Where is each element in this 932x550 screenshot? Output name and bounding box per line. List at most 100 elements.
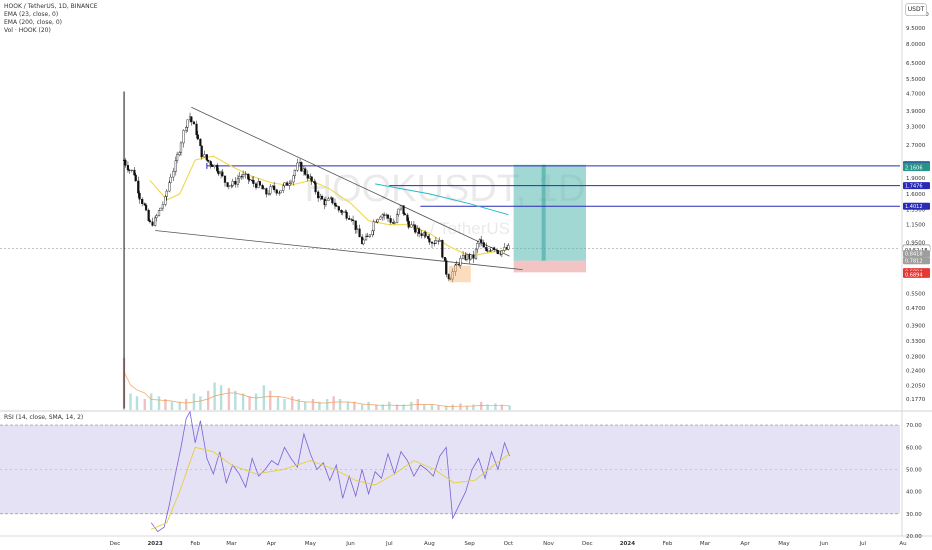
price-tick-label: 0.5500 bbox=[906, 291, 926, 297]
price-tick-label: 1.6000 bbox=[906, 192, 926, 198]
candle-body bbox=[254, 183, 258, 188]
volume-bar bbox=[375, 404, 378, 410]
time-tick-label: Dec bbox=[110, 541, 121, 547]
candle-body bbox=[147, 209, 150, 221]
volume-bar bbox=[338, 399, 342, 410]
rsi-tick-label: 50.00 bbox=[906, 467, 922, 473]
candle-body bbox=[230, 185, 233, 187]
candle-body bbox=[327, 198, 330, 201]
candle-body bbox=[317, 191, 320, 199]
volume-bar bbox=[459, 403, 462, 410]
candle-body bbox=[420, 233, 423, 236]
candle-body bbox=[445, 260, 448, 275]
volume-bar bbox=[178, 401, 181, 410]
candle-body bbox=[414, 225, 417, 233]
price-tick-label: 0.1770 bbox=[906, 397, 926, 403]
time-tick-label: Jun bbox=[819, 541, 829, 547]
candle-body bbox=[174, 160, 177, 172]
position-tool[interactable] bbox=[513, 164, 586, 273]
volume-bar bbox=[479, 401, 483, 410]
candle-body bbox=[438, 240, 441, 242]
time-tick-label: May bbox=[778, 541, 790, 547]
candle-body bbox=[216, 164, 219, 172]
candle-body bbox=[199, 138, 202, 147]
candle-body bbox=[407, 220, 410, 228]
volume-bar bbox=[276, 396, 280, 410]
volume-bar bbox=[410, 401, 413, 410]
candle-body bbox=[383, 214, 386, 216]
candle-body bbox=[480, 239, 483, 243]
candle-body bbox=[489, 250, 492, 252]
price-tick-label: 0.2050 bbox=[906, 383, 926, 389]
price-tag-label: 2.1606 bbox=[905, 166, 923, 172]
candle-body bbox=[241, 174, 245, 177]
candle-body bbox=[358, 228, 361, 238]
rsi-legend[interactable]: RSI (14, close, SMA, 14, 2) bbox=[4, 414, 84, 421]
candle-body bbox=[273, 185, 276, 191]
candle-body bbox=[485, 247, 488, 251]
candle-body bbox=[144, 204, 148, 211]
candle-body bbox=[368, 234, 372, 237]
candle-body bbox=[386, 214, 390, 219]
symbol-title[interactable]: HOOK / TetherUS, 1D, BINANCE bbox=[4, 3, 98, 10]
legend-ema-slow[interactable]: EMA (200, close, 0) bbox=[4, 19, 63, 26]
price-tick-label: 0.4700 bbox=[906, 306, 926, 312]
candle-body bbox=[154, 217, 157, 226]
candle-body bbox=[207, 159, 210, 162]
candle-body bbox=[393, 222, 396, 224]
time-tick-label: Jun bbox=[345, 541, 355, 547]
price-tag-label: 1.7476 bbox=[905, 184, 923, 190]
candle-body bbox=[364, 235, 368, 241]
price-tick-label: 0.2800 bbox=[906, 354, 926, 360]
candle-body bbox=[141, 199, 144, 204]
candle-body bbox=[495, 249, 498, 251]
candle-body bbox=[310, 176, 313, 182]
price-tag-label: 0.7812 bbox=[905, 259, 923, 265]
candle-body bbox=[134, 174, 137, 182]
horizontal-levels[interactable] bbox=[206, 162, 900, 207]
candle-body bbox=[345, 211, 348, 219]
time-tick-label: Jul bbox=[859, 541, 867, 547]
legend-ema-fast[interactable]: EMA (23, close, 0) bbox=[4, 11, 59, 18]
candle-body bbox=[454, 264, 457, 272]
candle-body bbox=[128, 169, 131, 171]
candle-body bbox=[169, 176, 172, 183]
candle-body bbox=[165, 190, 168, 197]
candle-body bbox=[205, 154, 208, 161]
volume-bar bbox=[430, 404, 434, 410]
time-tick-label: Feb bbox=[663, 541, 673, 547]
candle-body bbox=[428, 238, 431, 243]
candle-body bbox=[451, 271, 454, 280]
candle-body bbox=[192, 121, 196, 125]
time-tick-label: Mar bbox=[226, 541, 237, 547]
candle-body bbox=[412, 224, 415, 226]
currency-unit-button[interactable]: USDT bbox=[905, 3, 927, 16]
rsi-ma-line bbox=[151, 446, 510, 530]
candle-body bbox=[341, 211, 344, 213]
volume-bar bbox=[451, 404, 454, 410]
candle-body bbox=[269, 186, 272, 194]
rsi-tick-label: 30.00 bbox=[906, 512, 922, 518]
volume-bar bbox=[164, 399, 167, 410]
candle-body bbox=[217, 170, 220, 175]
candle-body bbox=[335, 205, 338, 207]
target-zone bbox=[513, 164, 586, 261]
candle-body bbox=[340, 210, 343, 213]
candle-body bbox=[441, 240, 444, 258]
candle-body bbox=[279, 190, 282, 194]
volume-bar bbox=[248, 396, 251, 410]
candle-body bbox=[354, 220, 357, 230]
candle-body bbox=[289, 181, 293, 184]
volume-bar bbox=[269, 390, 272, 410]
candle-body bbox=[130, 169, 133, 171]
candle-body bbox=[490, 247, 493, 251]
candle-body bbox=[138, 192, 141, 200]
candle-body bbox=[399, 205, 403, 210]
price-tag-bg bbox=[903, 182, 930, 190]
volume-bar bbox=[437, 405, 440, 410]
legend-volume[interactable]: Vol · HOOK (20) bbox=[4, 27, 51, 34]
candle-body bbox=[427, 236, 430, 239]
candle-body bbox=[503, 247, 506, 251]
candle-body bbox=[213, 164, 216, 167]
